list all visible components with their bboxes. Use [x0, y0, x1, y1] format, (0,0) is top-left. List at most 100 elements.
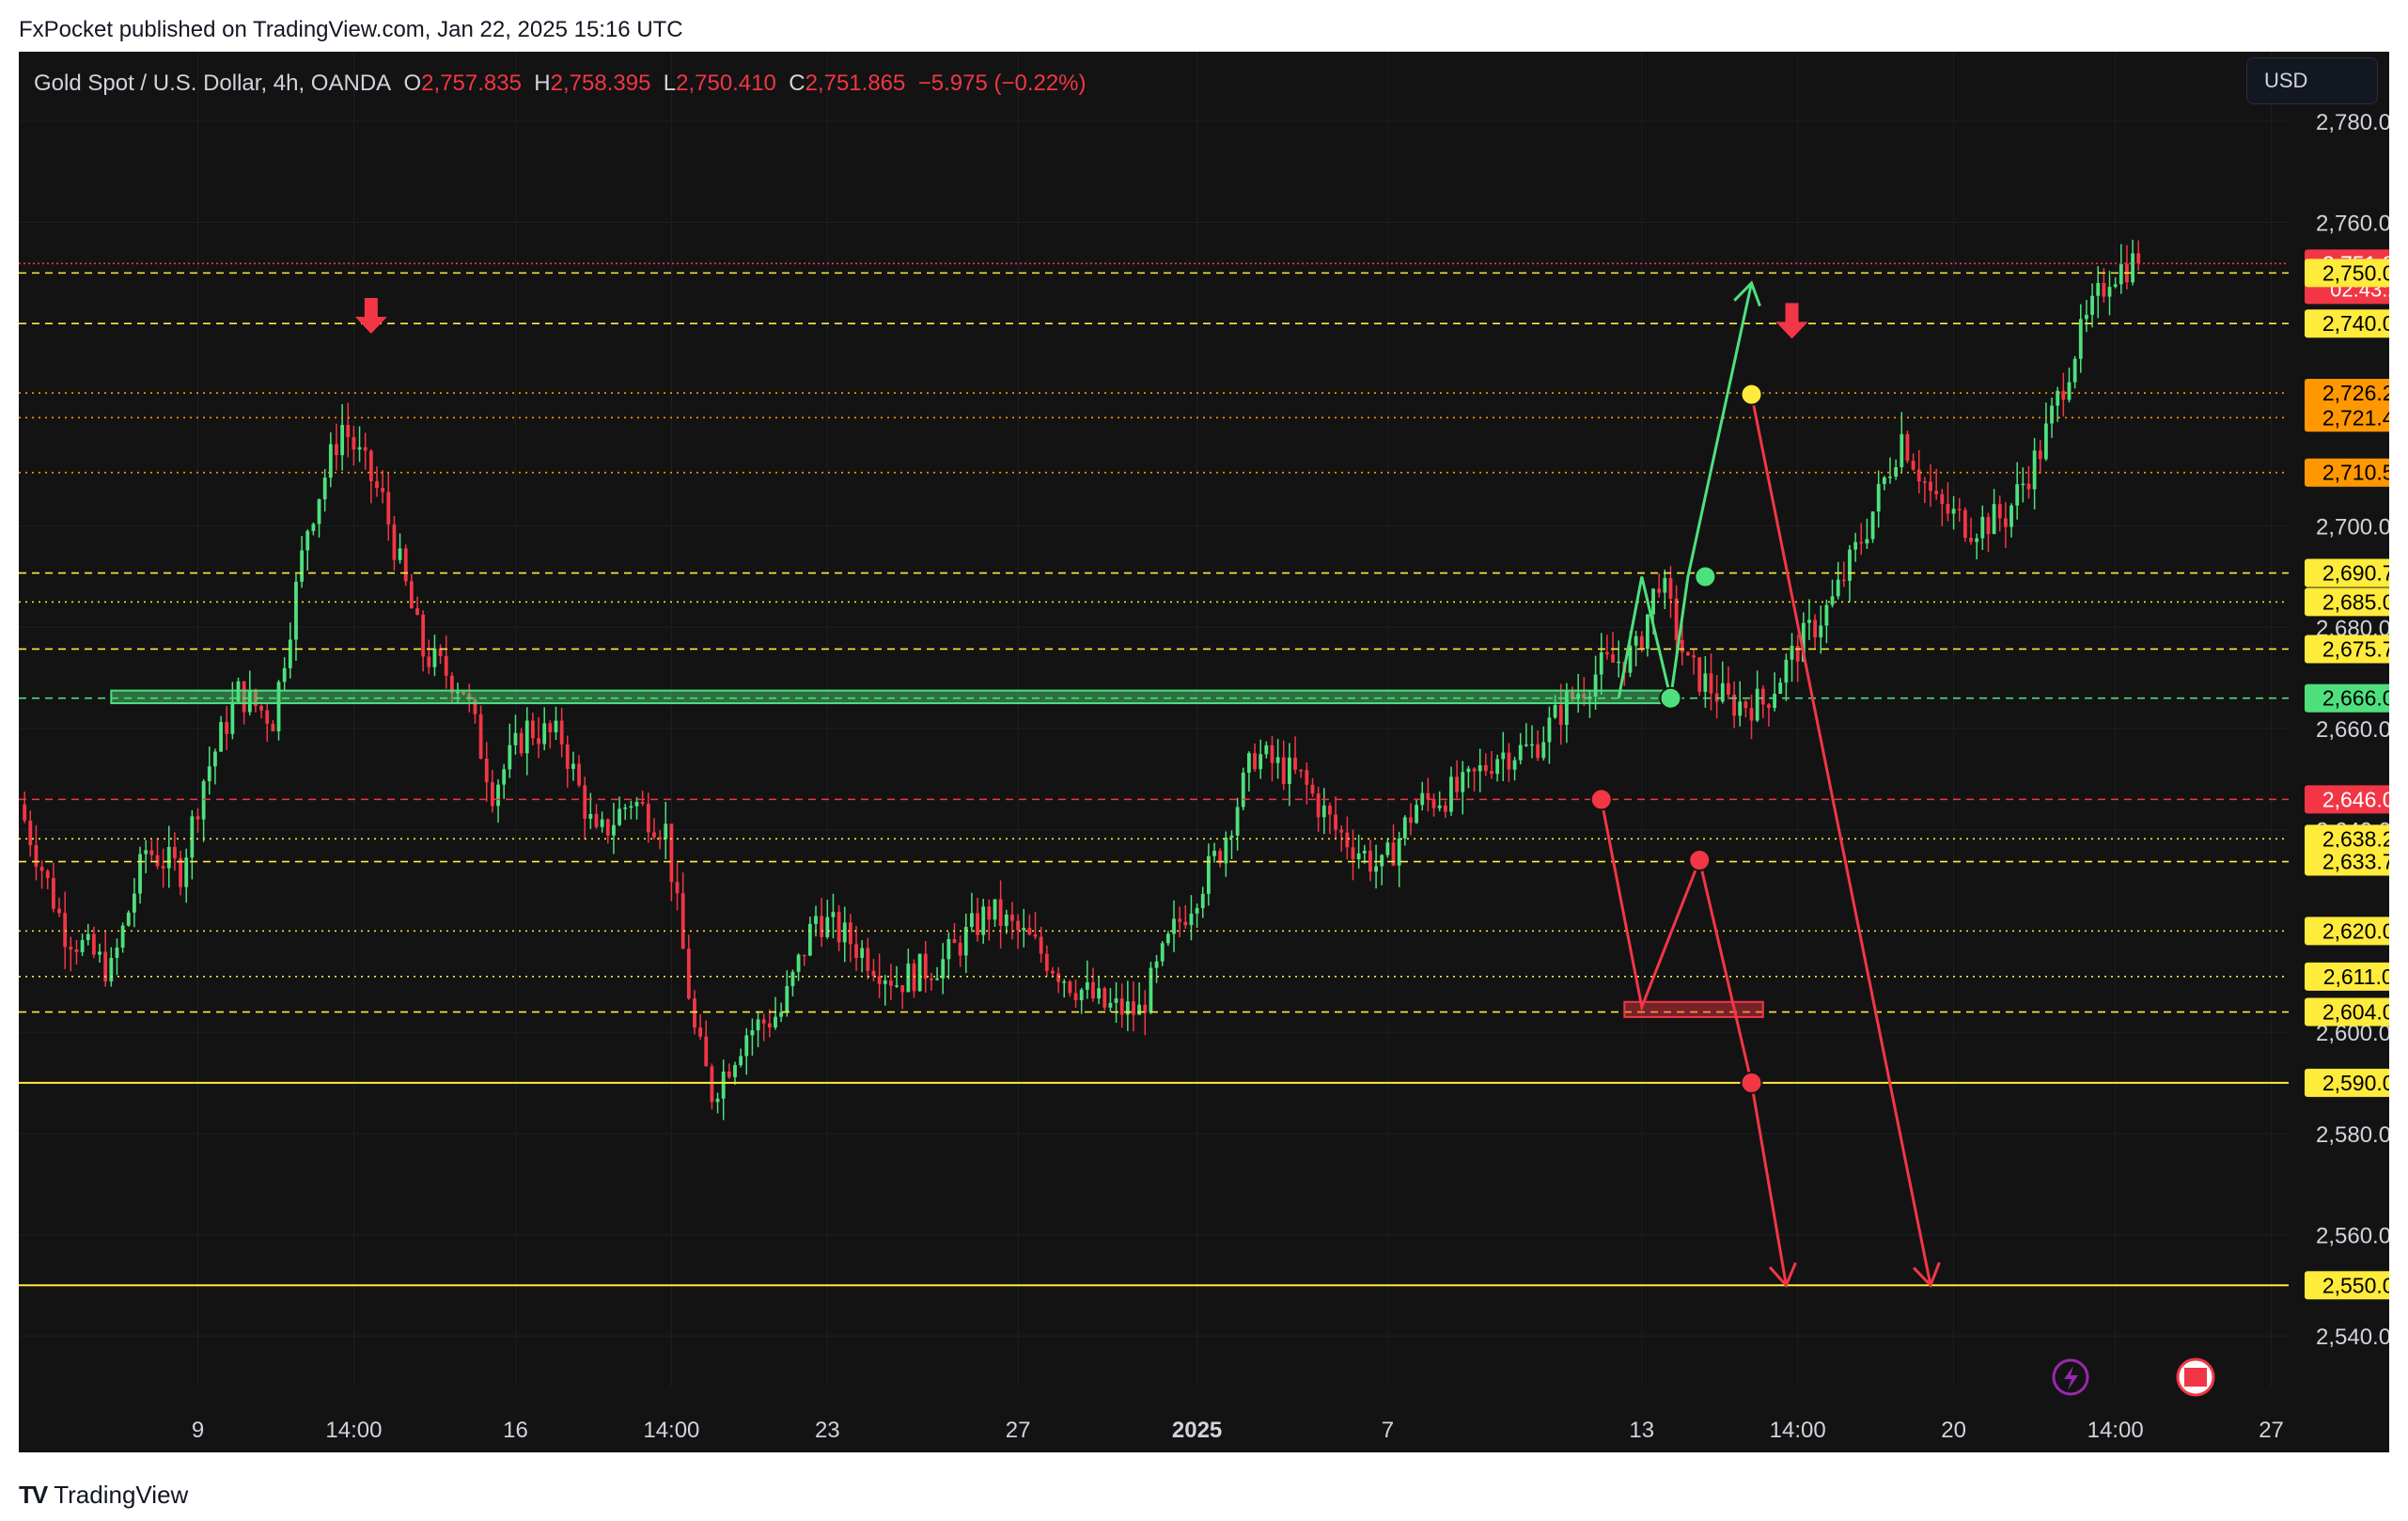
candle-body	[1056, 973, 1061, 982]
price-label-box	[2305, 997, 2389, 1027]
candle-body	[1466, 768, 1471, 773]
candle-body	[1773, 694, 1776, 709]
candle-body	[259, 705, 263, 711]
candle-body	[1946, 504, 1950, 514]
candle-body	[1461, 772, 1465, 792]
candle-body	[1593, 674, 1598, 698]
candle-body	[1524, 745, 1528, 746]
y-tick-label: 2,580.000	[2316, 1122, 2389, 1148]
candle-body	[524, 720, 529, 754]
price-label: 2,690.727	[2322, 561, 2389, 586]
candle-body	[1536, 744, 1540, 759]
candle-body	[1882, 477, 1886, 484]
candle-body	[1246, 753, 1251, 773]
candle-body	[1044, 953, 1049, 971]
candle-body	[646, 804, 650, 833]
candle-body	[1663, 577, 1667, 593]
candle-body	[900, 985, 905, 993]
candle-body	[1980, 516, 1985, 539]
candle-body	[1409, 817, 1413, 823]
candle-body	[1865, 539, 1869, 544]
candle-body	[1709, 673, 1713, 694]
y-tick-label: 2,780.000	[2316, 110, 2389, 135]
candle-body	[1755, 688, 1759, 721]
candle-body	[842, 922, 847, 943]
price-label-box	[2305, 403, 2389, 432]
candle-body	[733, 1065, 737, 1077]
candle-body	[1380, 855, 1384, 867]
candle-body	[704, 1036, 709, 1067]
candle-body	[652, 832, 656, 838]
high-value: 2,758.395	[550, 71, 651, 96]
candle-body	[923, 953, 928, 980]
candle-body	[854, 944, 858, 958]
candle-body	[69, 947, 73, 950]
candle-body	[1576, 694, 1581, 699]
candle-body	[1784, 659, 1789, 683]
candle-body	[74, 949, 79, 952]
candle-body	[1241, 772, 1245, 808]
candle-body	[618, 808, 621, 825]
candle-body	[467, 694, 472, 700]
currency-button[interactable]: USD	[2246, 57, 2378, 104]
candle-body	[1692, 655, 1696, 658]
candle-body	[888, 980, 893, 986]
candle-body	[190, 816, 195, 858]
candle-body	[693, 998, 696, 1028]
candle-body	[1224, 838, 1228, 864]
price-label: 2,604.000	[2322, 1000, 2389, 1025]
candle-body	[987, 906, 992, 920]
candle-body	[161, 866, 165, 869]
candle-body	[1281, 757, 1286, 784]
candle-body	[28, 820, 33, 846]
chart-canvas[interactable]: 2,780.0002,760.0002,700.0002,680.0002,66…	[19, 52, 2389, 1452]
candle-body	[478, 713, 483, 759]
price-label: 2,726.295	[2322, 381, 2389, 405]
candle-body	[1824, 604, 1829, 626]
candle-body	[1004, 914, 1009, 927]
x-tick-label: 14:00	[643, 1418, 699, 1443]
candle-body	[664, 823, 668, 839]
candle-body	[1062, 981, 1067, 983]
candle-body	[1599, 651, 1603, 675]
candle-body	[2131, 253, 2134, 283]
red-projection-a	[1600, 799, 1788, 1286]
candle-body	[1992, 504, 1996, 535]
candle-body	[1039, 936, 1043, 954]
candle-body	[120, 925, 125, 949]
candle-body	[115, 948, 119, 958]
candle-body	[1940, 494, 1945, 505]
candle-body	[1848, 549, 1852, 581]
candle-body	[1697, 657, 1702, 693]
candle-body	[1345, 832, 1350, 848]
candle-body	[1321, 805, 1326, 818]
candle-body	[63, 913, 68, 948]
candle-body	[1068, 981, 1072, 994]
candle-body	[1819, 625, 1823, 638]
down-arrow-icon	[354, 298, 387, 334]
candle-body	[1778, 682, 1783, 695]
symbol-description[interactable]: Gold Spot / U.S. Dollar, 4h, OANDA	[34, 71, 392, 96]
candle-body	[2056, 390, 2060, 406]
candle-body	[1951, 509, 1956, 514]
candle-body	[1316, 793, 1321, 818]
candle-body	[519, 732, 524, 754]
candle-body	[1102, 988, 1107, 1008]
candle-body	[1801, 622, 1806, 662]
candle-body	[1206, 855, 1211, 894]
candle-body	[201, 781, 206, 820]
candle-body	[831, 912, 836, 917]
candle-body	[265, 710, 270, 724]
candle-body	[1264, 745, 1269, 755]
price-chart[interactable]: 2,780.0002,760.0002,700.0002,680.0002,66…	[19, 52, 2389, 1452]
candle-body	[300, 550, 305, 582]
candle-body	[444, 655, 448, 676]
candle-body	[952, 939, 957, 943]
candle-body	[386, 492, 391, 525]
price-label: 2,666.000	[2322, 686, 2389, 711]
candle-body	[675, 882, 680, 894]
candle-body	[640, 802, 645, 805]
candle-body	[1356, 853, 1361, 859]
candle-body	[1900, 433, 1904, 467]
high-label: H	[534, 71, 551, 96]
